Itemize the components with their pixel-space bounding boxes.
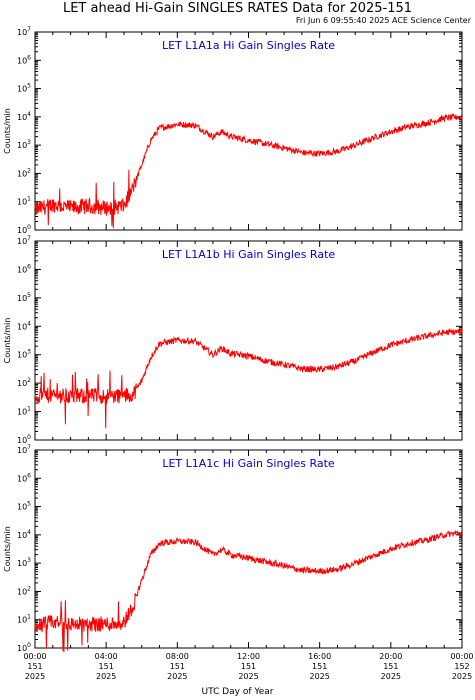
- x-tick-label: 152: [454, 662, 469, 671]
- y-tick-label: 103: [17, 349, 31, 360]
- x-tick-label: 16:00: [308, 652, 331, 661]
- x-tick-label: 151: [383, 662, 398, 671]
- y-tick-label: 101: [17, 406, 31, 417]
- y-tick-label: 105: [17, 292, 31, 303]
- y-tick-label: 104: [17, 320, 31, 331]
- y-tick-label: 106: [17, 472, 31, 483]
- y-tick-label: 107: [17, 235, 31, 246]
- y-tick-label: 102: [17, 377, 31, 388]
- x-tick-label: 20:00: [379, 652, 402, 661]
- x-tick-label: 12:00: [237, 652, 260, 661]
- y-tick-label: 101: [17, 614, 31, 625]
- y-axis-label: Counts/min: [3, 108, 12, 154]
- x-tick-label: 2025: [25, 672, 45, 681]
- y-axis-label: Counts/min: [3, 318, 12, 364]
- x-tick-label: 151: [312, 662, 327, 671]
- x-tick-label: 151: [170, 662, 185, 671]
- y-tick-label: 100: [17, 224, 31, 235]
- y-tick-label: 107: [17, 444, 31, 455]
- y-tick-label: 104: [17, 111, 31, 122]
- series-line: [34, 112, 463, 229]
- x-tick-label: 2025: [238, 672, 258, 681]
- y-tick-label: 103: [17, 557, 31, 568]
- x-tick-label: 2025: [96, 672, 116, 681]
- plot-frame: [34, 449, 463, 649]
- y-tick-label: 103: [17, 139, 31, 150]
- y-tick-label: 105: [17, 501, 31, 512]
- panel-title: LET L1A1a Hi Gain Singles Rate: [162, 39, 335, 52]
- timestamp: Fri Jun 6 09:55:40 2025 ACE Science Cent…: [295, 16, 471, 25]
- x-tick-label: 2025: [452, 672, 472, 681]
- y-tick-label: 107: [17, 26, 31, 37]
- x-tick-label: 00:00: [23, 652, 46, 661]
- x-tick-label: 04:00: [95, 652, 118, 661]
- x-tick-label: 151: [27, 662, 42, 671]
- y-tick-label: 105: [17, 83, 31, 94]
- y-tick-label: 106: [17, 263, 31, 274]
- series-line: [34, 327, 463, 429]
- x-tick-label: 151: [99, 662, 114, 671]
- panel-title: LET L1A1b Hi Gain Singles Rate: [162, 248, 336, 261]
- x-tick-label: 2025: [167, 672, 187, 681]
- y-tick-label: 101: [17, 196, 31, 207]
- y-tick-label: 100: [17, 642, 31, 653]
- y-tick-label: 104: [17, 529, 31, 540]
- y-tick-label: 102: [17, 585, 31, 596]
- y-tick-label: 106: [17, 54, 31, 65]
- plot-frame: [34, 240, 463, 441]
- y-axis-label: Counts/min: [3, 526, 12, 572]
- series-line: [34, 529, 463, 653]
- page-title: LET ahead Hi-Gain SINGLES RATES Data for…: [62, 1, 413, 16]
- y-tick-label: 100: [17, 434, 31, 445]
- x-tick-label: 08:00: [166, 652, 189, 661]
- x-tick-label: 151: [241, 662, 256, 671]
- x-axis-label: UTC Day of Year: [201, 687, 274, 697]
- panel-title: LET L1A1c Hi Gain Singles Rate: [162, 457, 335, 470]
- y-tick-label: 102: [17, 167, 31, 178]
- x-tick-label: 2025: [381, 672, 401, 681]
- x-tick-label: 00:00: [450, 652, 473, 661]
- x-tick-label: 2025: [309, 672, 329, 681]
